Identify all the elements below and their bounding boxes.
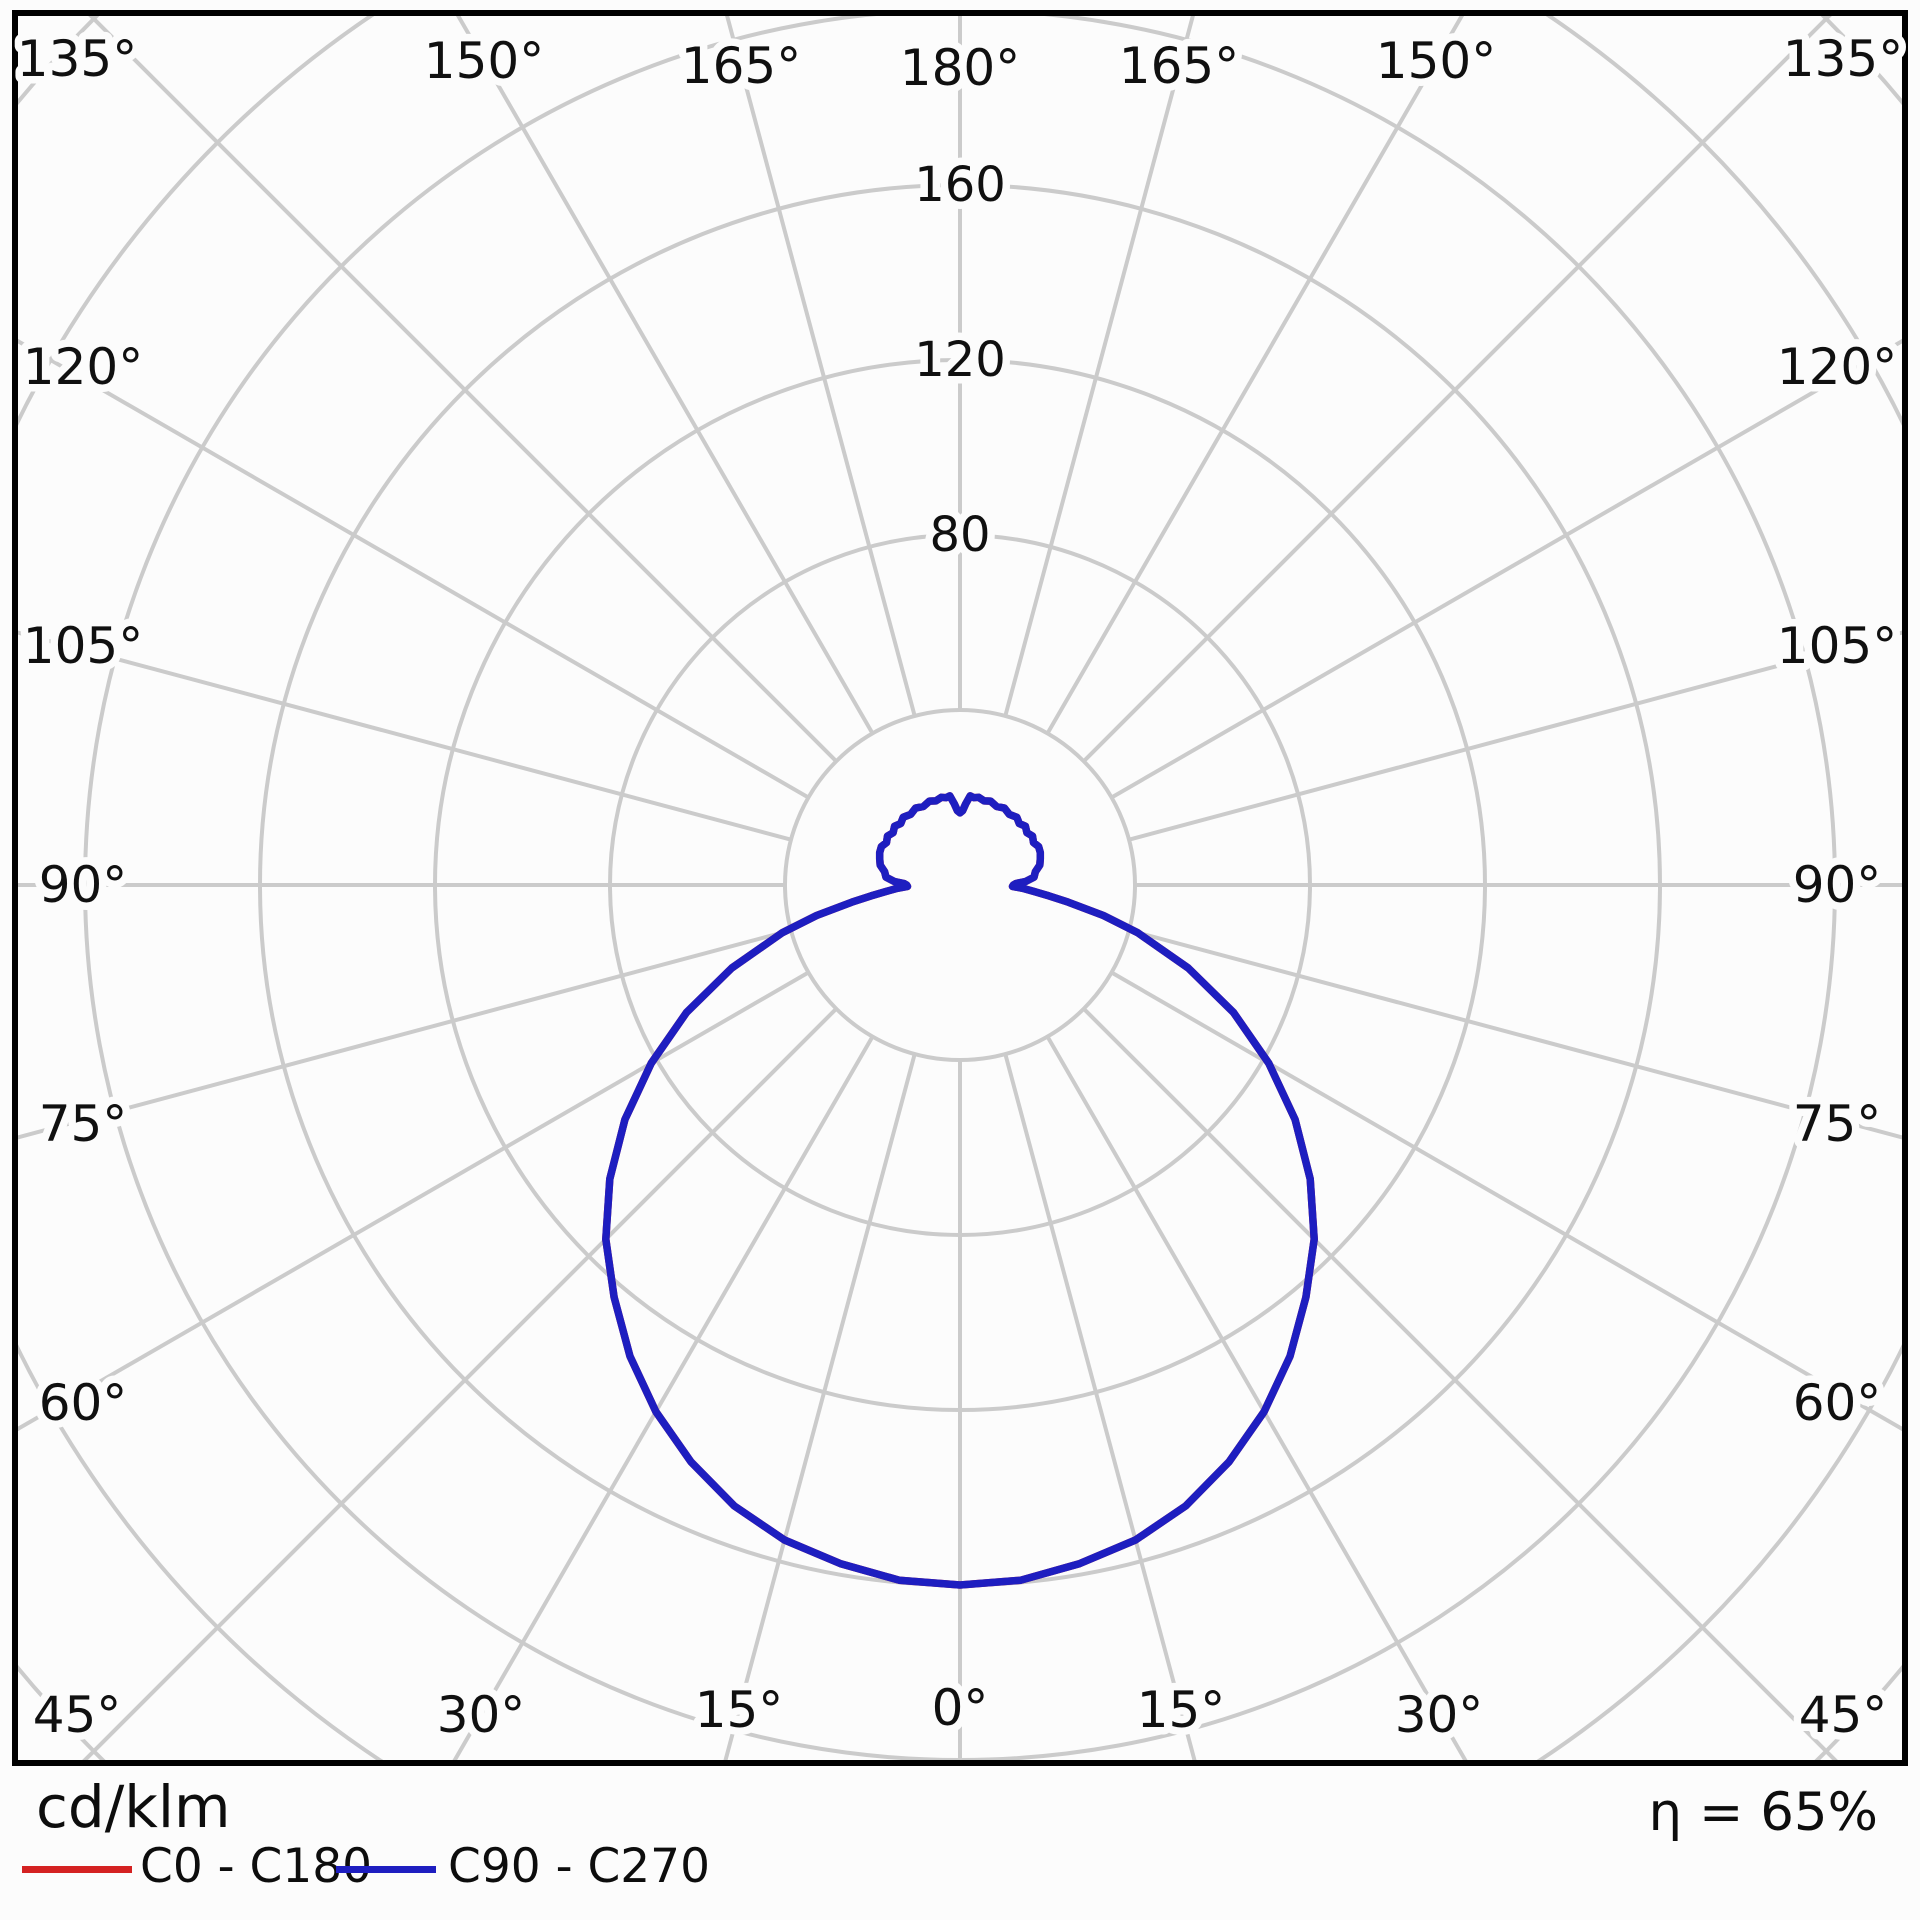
curve-c90-c270 [602, 792, 1318, 1589]
angle-label: 150° [424, 32, 544, 90]
polar-labels: 80 120 160 0° 15° 15° 30° 30° 45° 45° 60° 60° 75° 75°… [9, 23, 1910, 1752]
legend-line-c90-c270 [336, 1866, 436, 1873]
efficiency-label: η = 65% [1648, 1782, 1879, 1843]
legend-line-c0-c180 [22, 1866, 132, 1873]
grid-ring [783, 708, 1137, 1062]
angle-label: 105° [1777, 617, 1897, 675]
chart-frame [12, 10, 1908, 1766]
angle-label: 15° [1137, 1681, 1226, 1739]
angle-label: 120° [1777, 338, 1897, 396]
grid-spoke [454, 13, 875, 735]
grid-spoke [1110, 337, 1905, 800]
grid-spoke [1082, 13, 1835, 763]
grid-spoke [1045, 13, 1466, 735]
angle-label: 45° [1799, 1686, 1888, 1744]
grid-spoke [79, 1007, 838, 1763]
angle-label: 75° [39, 1095, 128, 1153]
ring-label: 120 [914, 332, 1006, 388]
grid-spoke [15, 970, 810, 1433]
angle-label: 45° [33, 1686, 122, 1744]
grid-spoke [1110, 970, 1905, 1433]
angle-label: 135° [17, 30, 137, 88]
angle-label: 105° [23, 617, 143, 675]
angle-label: 90° [39, 856, 128, 914]
angle-label: 180° [900, 39, 1020, 97]
angle-label: 15° [695, 1681, 784, 1739]
grid-spoke [450, 1035, 875, 1763]
angle-label: 165° [1119, 37, 1239, 95]
angle-label: 30° [437, 1686, 526, 1744]
ring-label: 80 [929, 507, 990, 563]
grid-spoke [15, 337, 810, 800]
angle-label: 90° [1793, 856, 1882, 914]
angle-label: 60° [1793, 1374, 1882, 1432]
angle-label: 75° [1793, 1095, 1882, 1153]
grid-spoke [724, 13, 917, 717]
grid-spoke [1128, 928, 1905, 1141]
grid-spoke [1128, 629, 1905, 842]
grid-spoke [1003, 1053, 1198, 1763]
grid-spoke [1045, 1035, 1470, 1763]
ring-label: 160 [914, 157, 1006, 213]
angle-label: 30° [1395, 1686, 1484, 1744]
legend-label-c90-c270: C90 - C270 [448, 1839, 710, 1894]
angle-label: 150° [1376, 32, 1496, 90]
grid-spoke [722, 1053, 917, 1763]
unit-label: cd/klm [36, 1773, 231, 1841]
grid-spoke [15, 928, 792, 1141]
grid-spoke [85, 13, 838, 763]
angle-label: 135° [1783, 30, 1903, 88]
angle-label: 165° [681, 37, 801, 95]
grid-spoke [15, 629, 792, 842]
angle-label: 0° [932, 1679, 989, 1737]
angle-label: 60° [39, 1374, 128, 1432]
legend-label-c0-c180: C0 - C180 [140, 1839, 373, 1894]
grid-spoke [1082, 1007, 1841, 1763]
angle-label: 120° [23, 338, 143, 396]
grid-spoke [1003, 13, 1196, 717]
